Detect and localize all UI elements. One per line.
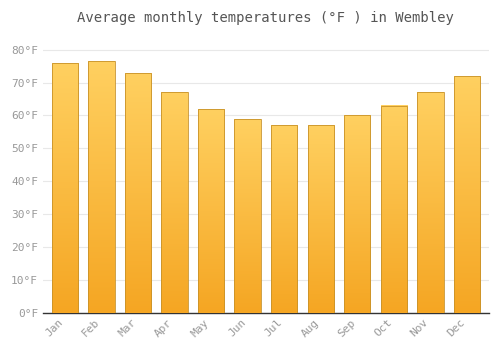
Bar <box>271 125 297 313</box>
Bar <box>344 116 370 313</box>
Bar <box>454 76 480 313</box>
Bar <box>417 92 444 313</box>
Title: Average monthly temperatures (°F ) in Wembley: Average monthly temperatures (°F ) in We… <box>78 11 454 25</box>
Bar <box>234 119 261 313</box>
Bar <box>198 109 224 313</box>
Bar <box>162 92 188 313</box>
Bar <box>52 63 78 313</box>
Bar <box>88 61 115 313</box>
Bar <box>308 125 334 313</box>
Bar <box>380 106 407 313</box>
Bar <box>125 73 151 313</box>
